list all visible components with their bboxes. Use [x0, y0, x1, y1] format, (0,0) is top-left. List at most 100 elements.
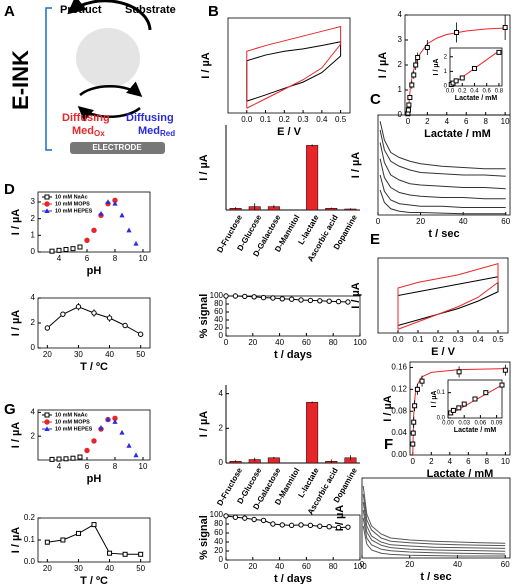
- x-tick-label: 0: [411, 457, 416, 466]
- marker: [499, 382, 505, 388]
- eink-title: E-INK: [8, 50, 33, 110]
- marker: [326, 524, 332, 530]
- x-tick-label: 30: [74, 564, 83, 573]
- marker: [112, 200, 118, 206]
- marker: [106, 315, 113, 321]
- axes-frame: [37, 191, 151, 253]
- marker: [44, 194, 50, 200]
- x-tick-label: 0.0: [446, 89, 455, 95]
- marker: [84, 447, 90, 454]
- marker: [232, 514, 239, 520]
- marker: [406, 102, 412, 108]
- x-tick-label: 20: [416, 217, 425, 226]
- product: Product: [60, 4, 102, 16]
- axes-frame: [37, 297, 151, 349]
- marker: [307, 522, 314, 529]
- y-tick-label: 0.12: [391, 384, 407, 393]
- y-axis-label: I / µA: [10, 209, 22, 236]
- x-tick-label: 0: [224, 338, 229, 347]
- marker: [456, 369, 462, 375]
- med-ox: Diffusing: [62, 112, 110, 124]
- marker: [419, 378, 425, 384]
- marker: [138, 551, 144, 557]
- x-tick-label: 20: [248, 338, 257, 347]
- marker: [415, 55, 421, 60]
- series-line: [362, 501, 506, 549]
- marker: [122, 322, 128, 329]
- med-red: Diffusing: [126, 112, 174, 124]
- marker: [75, 304, 82, 310]
- axes-frame: [227, 17, 351, 114]
- y-tick-label: 0.16: [391, 363, 407, 372]
- x-tick-label: 30: [74, 350, 83, 359]
- marker: [63, 247, 69, 252]
- legend-label: 10 mM MOPS: [55, 201, 90, 207]
- x-tick-label: 0.5: [335, 115, 347, 124]
- y-tick-label: 0.1: [24, 535, 36, 544]
- marker: [44, 419, 50, 425]
- y-tick-label: 60: [214, 528, 223, 537]
- arrow: [79, 81, 143, 97]
- x-tick-label: 4: [445, 117, 450, 126]
- x-tick-label: 4: [57, 462, 62, 471]
- x-tick-label: 8: [113, 462, 118, 471]
- x-tick-label: 0.2: [458, 89, 467, 95]
- marker: [317, 523, 323, 529]
- marker: [335, 298, 342, 305]
- x-tick-label: 40: [275, 338, 284, 347]
- x-tick-label: 20: [43, 564, 52, 573]
- y-axis-label: I / µA: [10, 310, 22, 337]
- x-tick-label: 0.4: [472, 335, 484, 344]
- marker: [260, 517, 267, 524]
- y-tick-label: 2: [219, 423, 224, 432]
- x-tick-label: 60: [302, 562, 311, 571]
- axes-frame: [225, 514, 361, 561]
- marker: [60, 537, 66, 543]
- x-tick-label: 0.6: [483, 89, 492, 95]
- bracket: [45, 7, 52, 151]
- marker: [56, 247, 62, 253]
- x-tick-label: 0.1: [260, 115, 272, 124]
- marker: [60, 311, 66, 317]
- marker: [483, 390, 489, 396]
- marker: [405, 107, 411, 113]
- panel-a: A E-INK Product Substrate Diffusing MedO…: [4, 0, 176, 154]
- y-tick-label: 0.00: [391, 450, 407, 459]
- marker: [326, 298, 332, 304]
- y-tick-label: 40: [214, 315, 223, 324]
- marker: [288, 522, 295, 529]
- x-axis-label: T / ºC: [80, 361, 108, 373]
- marker: [112, 419, 118, 424]
- y-tick-label: 1: [444, 69, 448, 75]
- x-tick-label: 100: [353, 562, 367, 571]
- marker: [63, 456, 69, 462]
- y-axis-label: I / µA: [10, 422, 22, 449]
- y-tick-label: 0: [31, 247, 36, 256]
- y-tick-label: 0.0: [24, 557, 36, 566]
- x-tick-label: 60: [501, 217, 510, 226]
- marker: [70, 455, 76, 461]
- y-axis-label: I / µA: [334, 505, 346, 532]
- x-axis-label: Lactate / mM: [424, 128, 491, 140]
- bar: [306, 145, 319, 211]
- y-tick-label: 100: [210, 510, 224, 519]
- substrate: Substrate: [125, 4, 176, 16]
- marker: [298, 522, 304, 528]
- series-line: [407, 27, 506, 116]
- marker: [461, 401, 467, 407]
- marker: [288, 296, 295, 302]
- x-axis-label: T / ºC: [80, 575, 108, 584]
- marker: [251, 516, 257, 523]
- marker: [137, 331, 144, 337]
- panel-label: C: [370, 91, 381, 108]
- med-red: MedRed: [138, 125, 175, 138]
- x-tick-label: 0: [376, 217, 381, 226]
- marker: [345, 299, 351, 305]
- marker: [448, 410, 454, 416]
- x-tick-label: 6: [464, 117, 469, 126]
- marker: [75, 530, 81, 536]
- y-tick-label: 20: [214, 323, 223, 332]
- sub: Ox: [94, 129, 105, 138]
- series-line: [379, 158, 506, 200]
